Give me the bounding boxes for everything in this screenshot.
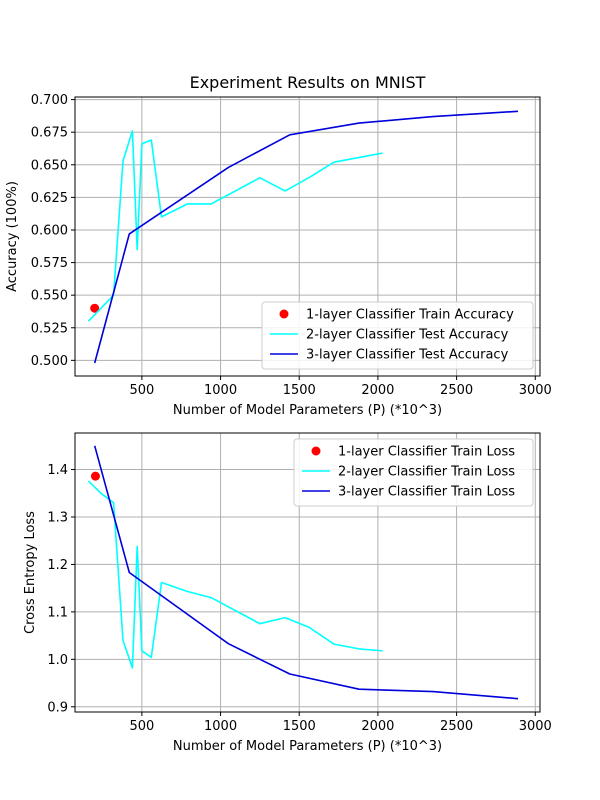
x-tick-label: 3000 <box>519 383 552 398</box>
y-tick-label: 0.525 <box>31 321 68 336</box>
y-tick-label: 0.600 <box>31 223 68 238</box>
legend-marker-swatch <box>311 446 321 456</box>
y-axis-title: Accuracy (100%) <box>5 181 20 292</box>
x-tick-label: 3000 <box>519 719 552 734</box>
chart-panel-2: 500 1000 1500 2000 2500 3000 0.9 1.0 1.1 1.2 1.3 1.… <box>23 432 552 754</box>
y-tick-label: 1.4 <box>47 463 68 478</box>
series-line-2 <box>87 130 383 322</box>
x-axis-title: Number of Model Parameters (P) (*10^3) <box>173 403 442 418</box>
chart-panel-1: 500 1000 1500 2000 2500 3000 0.500 0.525 0.550 0.… <box>5 73 552 418</box>
y-tick-label: 0.675 <box>31 126 68 141</box>
plot-frame <box>74 96 541 377</box>
y-tick-label: 0.625 <box>31 191 68 206</box>
y-tick-label: 1.3 <box>47 510 68 525</box>
scatter-point <box>90 303 100 313</box>
y-tick-label: 0.550 <box>31 289 68 304</box>
legend-marker-swatch <box>279 309 289 319</box>
y-tick-label: 0.650 <box>31 158 68 173</box>
x-axis-title: Number of Model Parameters (P) (*10^3) <box>173 739 442 754</box>
legend: 1-layer Classifier Train Loss 2-layer Cla… <box>293 438 534 507</box>
legend: 1-layer Classifier Train Accuracy 2-layer… <box>261 301 534 370</box>
y-axis-title: Cross Entropy Loss <box>23 511 38 634</box>
x-tick-label: 1000 <box>204 383 237 398</box>
legend-label: 1-layer Classifier Train Accuracy <box>306 308 514 323</box>
legend-label: 2-layer Classifier Test Accuracy <box>306 328 509 343</box>
x-tick-label: 500 <box>129 719 154 734</box>
legend-box <box>293 438 534 507</box>
legend-label: 2-layer Classifier Train Loss <box>338 465 515 480</box>
x-tick-label: 2000 <box>361 383 394 398</box>
series-line-2 <box>87 480 383 669</box>
legend-label: 3-layer Classifier Test Accuracy <box>306 348 509 363</box>
legend-box <box>261 301 534 370</box>
plot-frame <box>74 432 541 713</box>
series-line-3 <box>93 110 519 364</box>
x-tick-label: 2500 <box>440 719 473 734</box>
x-tick-label: 500 <box>129 383 154 398</box>
y-tick-label: 0.700 <box>31 93 68 108</box>
y-tick-label: 1.0 <box>47 653 68 668</box>
x-tick-label: 1500 <box>283 383 316 398</box>
series-line-3 <box>93 445 519 700</box>
y-tick-label: 0.500 <box>31 354 68 369</box>
y-tick-label: 1.1 <box>47 605 68 620</box>
scatter-point <box>90 471 100 481</box>
x-tick-label: 2000 <box>361 719 394 734</box>
chart-title: Experiment Results on MNIST <box>190 73 426 92</box>
y-tick-label: 1.2 <box>47 558 68 573</box>
legend-label: 3-layer Classifier Train Loss <box>338 485 515 500</box>
x-tick-label: 2500 <box>440 383 473 398</box>
y-tick-label: 0.9 <box>47 700 68 715</box>
legend-label: 1-layer Classifier Train Loss <box>338 445 515 460</box>
x-tick-label: 1000 <box>204 719 237 734</box>
y-tick-label: 0.575 <box>31 256 68 271</box>
x-tick-label: 1500 <box>283 719 316 734</box>
